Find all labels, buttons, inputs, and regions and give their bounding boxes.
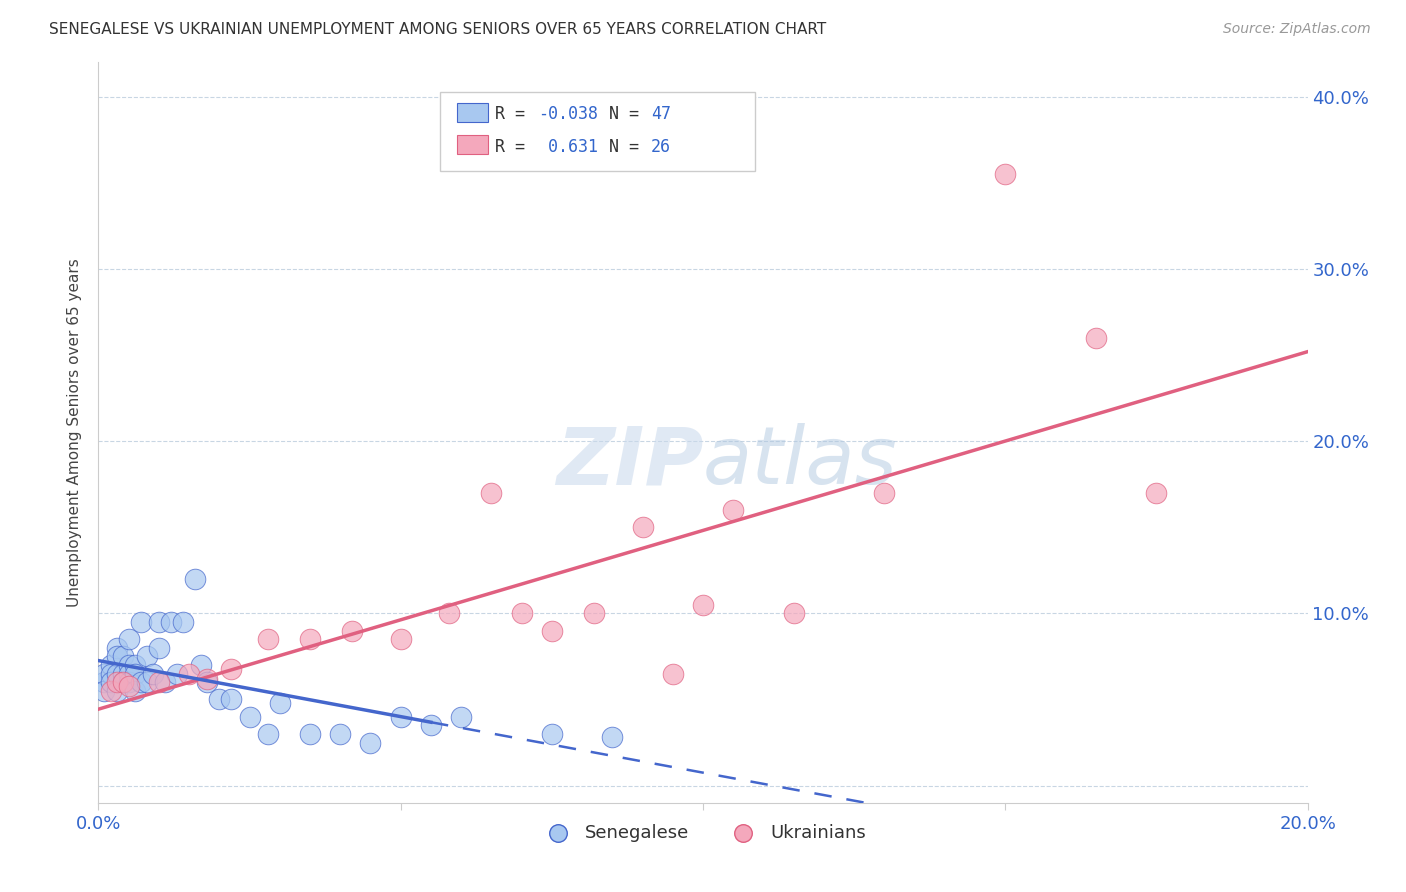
Point — [129, 675, 152, 690]
Text: atlas: atlas — [703, 423, 898, 501]
Point — [299, 632, 322, 647]
Point — [111, 649, 134, 664]
Point — [389, 632, 412, 647]
Point — [166, 666, 188, 681]
Point — [118, 675, 141, 690]
Point — [160, 615, 183, 629]
Point — [129, 615, 152, 629]
Point — [389, 709, 412, 723]
Point — [118, 666, 141, 681]
Point — [100, 684, 122, 698]
Point — [269, 696, 291, 710]
Point — [437, 607, 460, 621]
Legend: Senegalese, Ukrainians: Senegalese, Ukrainians — [533, 817, 873, 849]
Text: Source: ZipAtlas.com: Source: ZipAtlas.com — [1223, 22, 1371, 37]
Point — [481, 486, 503, 500]
Point — [256, 632, 278, 647]
Point — [195, 675, 218, 690]
Point — [105, 649, 128, 664]
Point — [148, 675, 170, 690]
Point — [118, 632, 141, 647]
Text: 26: 26 — [651, 138, 671, 156]
Point — [105, 640, 128, 655]
Point — [135, 675, 157, 690]
Point — [93, 666, 115, 681]
Point — [172, 615, 194, 629]
Point — [221, 661, 243, 675]
Point — [111, 666, 134, 681]
Point — [342, 624, 364, 638]
Text: R =: R = — [495, 138, 534, 156]
Text: 0.631: 0.631 — [538, 138, 599, 156]
Y-axis label: Unemployment Among Seniors over 65 years: Unemployment Among Seniors over 65 years — [67, 259, 83, 607]
Point — [179, 666, 201, 681]
Point — [540, 727, 562, 741]
Point — [1144, 486, 1167, 500]
Point — [118, 658, 141, 673]
Point — [105, 666, 128, 681]
Point — [100, 675, 122, 690]
Point — [135, 649, 157, 664]
Text: ZIP: ZIP — [555, 423, 703, 501]
Point — [540, 624, 562, 638]
Point — [583, 607, 606, 621]
Point — [93, 684, 115, 698]
Text: 47: 47 — [651, 105, 671, 123]
Point — [631, 520, 654, 534]
Point — [148, 640, 170, 655]
Point — [221, 692, 243, 706]
Point — [329, 727, 352, 741]
Point — [510, 607, 533, 621]
Point — [873, 486, 896, 500]
Point — [420, 718, 443, 732]
Text: N =: N = — [609, 105, 648, 123]
Point — [190, 658, 212, 673]
Point — [111, 675, 134, 690]
Point — [602, 731, 624, 745]
Point — [124, 666, 146, 681]
Point — [93, 675, 115, 690]
Point — [783, 607, 806, 621]
Text: N =: N = — [609, 138, 648, 156]
Text: R =: R = — [495, 105, 534, 123]
Point — [153, 675, 176, 690]
Point — [148, 615, 170, 629]
Point — [111, 675, 134, 690]
Point — [299, 727, 322, 741]
Point — [142, 666, 165, 681]
Point — [661, 666, 683, 681]
Point — [994, 167, 1017, 181]
Point — [105, 675, 128, 690]
Point — [450, 709, 472, 723]
Point — [256, 727, 278, 741]
Text: -0.038: -0.038 — [538, 105, 599, 123]
Point — [124, 658, 146, 673]
Point — [124, 684, 146, 698]
Point — [100, 666, 122, 681]
Point — [195, 672, 218, 686]
Point — [1085, 331, 1108, 345]
Point — [184, 572, 207, 586]
Point — [723, 503, 745, 517]
Point — [105, 684, 128, 698]
Point — [100, 658, 122, 673]
Point — [692, 598, 714, 612]
Point — [239, 709, 262, 723]
Point — [118, 679, 141, 693]
Point — [360, 735, 382, 749]
Text: SENEGALESE VS UKRAINIAN UNEMPLOYMENT AMONG SENIORS OVER 65 YEARS CORRELATION CHA: SENEGALESE VS UKRAINIAN UNEMPLOYMENT AMO… — [49, 22, 827, 37]
Point — [208, 692, 231, 706]
